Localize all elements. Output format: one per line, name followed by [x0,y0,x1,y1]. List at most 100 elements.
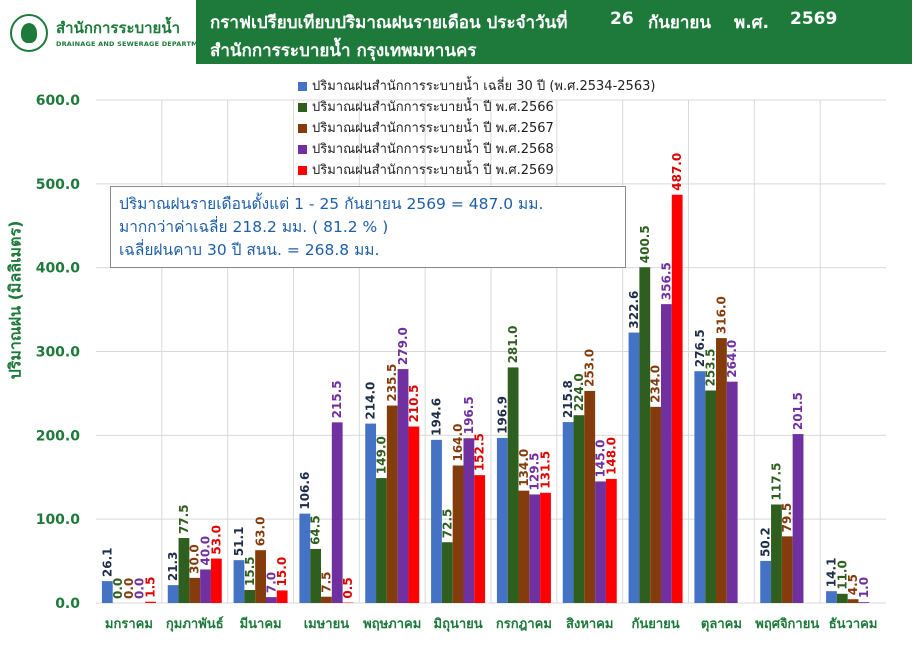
x-tick-label: ตุลาคม [701,617,742,632]
data-label: 281.0 [506,325,520,363]
y-tick-label: 400.0 [36,261,81,277]
header: สำนักการระบายน้ำ DRAINAGE AND SEWERAGE D… [0,0,916,66]
bar [178,538,190,603]
bar [781,536,793,603]
bar [101,581,113,603]
bar [650,406,661,603]
logo-english-name: DRAINAGE AND SEWERAGE DEPARTMENT [56,40,213,48]
data-label: 487.0 [670,153,684,191]
data-label: 0.0 [111,578,125,599]
bar [265,597,277,603]
legend-item: ปริมาณฝนสำนักการระบายน้ำ ปี พ.ศ.2568 [298,139,655,160]
data-label: 64.5 [309,515,323,545]
bar [771,504,782,603]
bar [836,593,848,603]
bar [167,585,179,603]
data-label: 279.0 [396,327,410,365]
legend-swatch [298,103,307,112]
bar [376,478,387,603]
bar [431,439,442,603]
data-label: 1.0 [857,577,871,598]
x-tick-label: มิถุนายน [434,617,483,632]
x-tick-label: เมษายน [304,617,349,632]
data-label: 7.0 [264,572,278,593]
x-tick-label: กันยายน [631,617,679,632]
bar [463,438,475,603]
bar [200,569,211,603]
bar [826,591,837,603]
data-label: 196.5 [462,396,476,434]
bar [858,602,870,603]
title-day: 26 [610,9,634,29]
data-label: 26.1 [100,548,114,578]
legend-swatch [298,166,307,175]
title-month: กันยายน [648,13,712,33]
data-label: 224.0 [572,373,586,411]
data-label: 106.6 [298,472,312,510]
bar [694,371,706,603]
bar [145,601,156,603]
bar [507,367,519,603]
data-label: 215.5 [330,380,344,418]
x-tick-label: มกราคม [105,617,153,632]
data-label: 79.5 [780,503,794,533]
data-label: 235.5 [385,364,399,402]
data-label: 50.2 [759,527,773,557]
bar [474,475,486,603]
data-label: 53.0 [209,525,223,555]
data-label: 148.0 [604,437,618,475]
data-label: 11.0 [835,560,849,590]
bar [540,492,551,603]
bar [233,560,245,603]
bar [660,304,672,603]
data-label: 234.0 [649,365,663,403]
gridlines [96,99,886,604]
data-label: 210.5 [407,385,421,423]
data-label: 63.0 [254,517,268,547]
bar [255,550,266,603]
bar [760,560,772,603]
legend-swatch [298,124,307,133]
bar [408,426,420,603]
x-tick-label: มีนาคม [240,616,282,632]
title-era: พ.ศ. [734,13,769,33]
bar [705,390,717,603]
summary-line-3: เฉลี่ยฝนคาบ 30 ปี สนน. = 268.8 มม. [119,241,380,259]
x-tick-label: พฤศจิกายน [755,617,819,632]
data-label: 400.5 [638,225,652,263]
bar [244,590,256,603]
data-label: 15.5 [243,556,257,586]
bar [365,423,377,603]
bar [529,494,541,603]
data-label: 131.5 [539,451,553,489]
department-logo-area: สำนักการระบายน้ำ DRAINAGE AND SEWERAGE D… [0,0,212,66]
y-tick-label: 100.0 [36,512,81,528]
data-label: 1.5 [144,576,158,597]
x-tick-label: ธันวาคม [829,617,878,632]
data-label: 164.0 [451,424,465,462]
data-label: 214.0 [364,382,378,420]
bar [584,390,596,603]
data-label: 117.5 [769,463,783,501]
bar [210,558,222,603]
data-labels: 26.1 21.3 51.1 106.6 214.0 194.6 196.9 215.8 322… [100,153,871,599]
bar [441,542,453,603]
data-label: 0.5 [341,577,355,598]
data-label: 30.0 [188,544,202,574]
bar [628,332,640,603]
bar [573,415,585,603]
y-axis-label: ปริมาณฝน (มิลลิเมตร) [5,220,25,380]
legend-label: ปริมาณฝนสำนักการระบายน้ำ ปี พ.ศ.2566 [312,100,554,115]
data-label: 129.5 [528,452,542,490]
bar [496,437,508,603]
bar [276,590,288,603]
bar [518,490,530,603]
legend-item: ปริมาณฝนสำนักการระบายน้ำ ปี พ.ศ.2567 [298,118,655,139]
bar [847,599,859,603]
data-label: 15.0 [275,557,289,587]
data-label: 0.0 [122,578,136,599]
legend-label: ปริมาณฝนสำนักการระบายน้ำ ปี พ.ศ.2569 [312,163,554,178]
data-label: 322.6 [627,291,641,329]
title-year: 2569 [790,9,838,29]
